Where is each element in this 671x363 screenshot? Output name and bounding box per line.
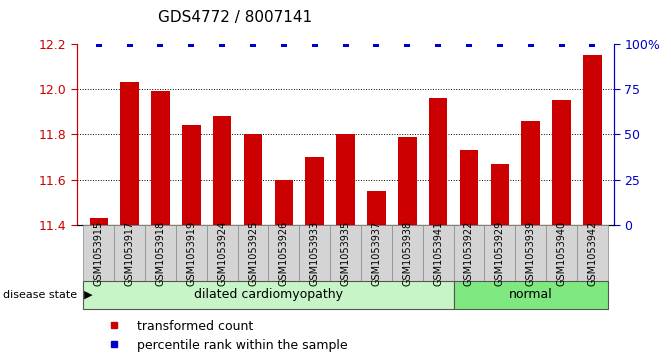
Text: normal: normal	[509, 289, 552, 301]
Bar	[491, 164, 509, 225]
Text: GSM1053924: GSM1053924	[217, 221, 227, 286]
Bar	[89, 218, 108, 225]
Bar	[429, 98, 448, 225]
Point	[217, 41, 227, 46]
Bar	[182, 125, 201, 225]
Text: GSM1053925: GSM1053925	[248, 220, 258, 286]
Text: GSM1053926: GSM1053926	[279, 221, 289, 286]
Bar	[120, 82, 139, 225]
Text: GSM1053939: GSM1053939	[525, 221, 535, 286]
Point	[556, 41, 567, 46]
Point	[587, 41, 598, 46]
Point	[309, 41, 320, 46]
Text: GDS4772 / 8007141: GDS4772 / 8007141	[158, 11, 312, 25]
Text: disease state  ▶: disease state ▶	[3, 290, 93, 300]
Bar	[552, 100, 571, 225]
Bar	[305, 157, 324, 225]
Point	[433, 41, 444, 46]
Text: GSM1053922: GSM1053922	[464, 220, 474, 286]
Bar	[274, 180, 293, 225]
Text: GSM1053917: GSM1053917	[125, 221, 135, 286]
Text: GSM1053942: GSM1053942	[587, 221, 597, 286]
Point	[278, 41, 289, 46]
Point	[525, 41, 536, 46]
Point	[464, 41, 474, 46]
Bar	[460, 150, 478, 225]
Point	[124, 41, 135, 46]
Bar	[213, 116, 231, 225]
Bar	[336, 134, 355, 225]
Bar	[398, 136, 417, 225]
Text: GSM1053919: GSM1053919	[187, 221, 197, 286]
Bar	[151, 91, 170, 225]
Text: GSM1053935: GSM1053935	[341, 221, 350, 286]
Bar	[521, 121, 540, 225]
Bar	[583, 55, 602, 225]
Legend: transformed count, percentile rank within the sample: transformed count, percentile rank withi…	[97, 314, 352, 357]
Bar	[244, 134, 262, 225]
Bar	[367, 191, 386, 225]
Text: GSM1053941: GSM1053941	[433, 221, 443, 286]
Text: GSM1053929: GSM1053929	[495, 221, 505, 286]
Text: GSM1053937: GSM1053937	[372, 221, 381, 286]
Point	[402, 41, 413, 46]
Text: dilated cardiomyopathy: dilated cardiomyopathy	[194, 289, 343, 301]
Text: GSM1053918: GSM1053918	[156, 221, 166, 286]
Point	[155, 41, 166, 46]
Point	[340, 41, 351, 46]
Text: GSM1053915: GSM1053915	[94, 221, 104, 286]
Point	[248, 41, 258, 46]
Text: GSM1053933: GSM1053933	[310, 221, 319, 286]
Point	[371, 41, 382, 46]
Point	[93, 41, 104, 46]
Text: GSM1053940: GSM1053940	[556, 221, 566, 286]
Text: GSM1053938: GSM1053938	[403, 221, 412, 286]
Point	[495, 41, 505, 46]
Point	[186, 41, 197, 46]
